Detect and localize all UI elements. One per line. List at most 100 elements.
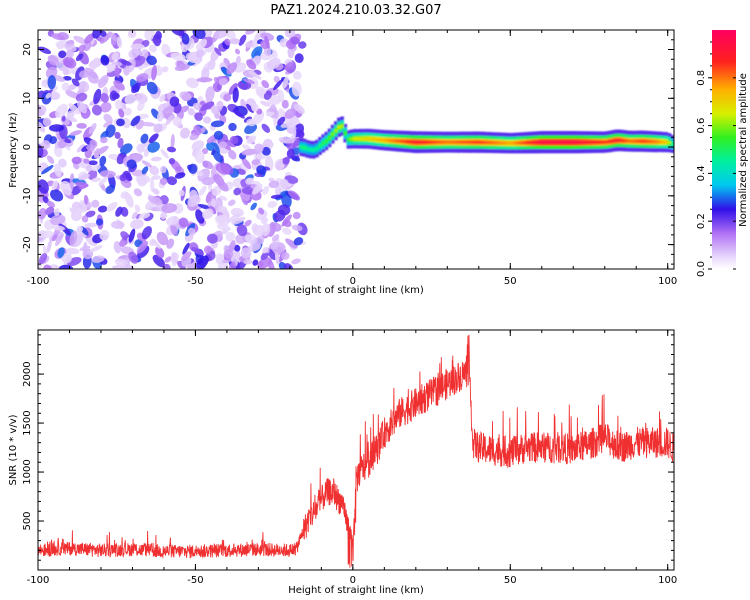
spectrogram-noise-blob [160,211,168,220]
spectrogram-ridge-core [478,140,483,144]
spectrogram-noise-blob [126,159,137,169]
spectrogram-noise-blob [187,194,201,207]
spectrogram-noise-blob [170,224,178,236]
spectrogram-noise-blob [115,206,123,217]
spectrogram-noise-blob [73,35,88,45]
spectrogram-ridge-core [664,140,669,144]
spectrogram-ridge-core [535,140,540,144]
y-tick-label: -20 [22,236,33,252]
spectrogram-noise-blob [194,112,203,121]
spectrogram-noise-blob [179,105,190,113]
spectrogram-noise-blob [192,102,203,111]
spectrogram-ridge-core [548,140,552,144]
spectrogram-noise-blob [256,165,267,175]
spectrogram-ridge-core [579,140,584,144]
spectrogram-ridge-core [444,140,448,144]
spectrogram-noise-blob [257,257,272,269]
spectrogram-noise-blob [213,30,229,39]
spectrogram-noise-blob [76,144,85,153]
spectrogram-noise-blob [138,212,151,219]
spectrogram-noise-blob [205,86,215,102]
spectrogram-noise-blob [195,49,204,58]
spectrogram-ridge-core [554,140,559,144]
spectrogram-noise-blob [118,240,126,247]
spectrogram-noise-blob [290,36,300,45]
spectrogram-noise-blob [76,225,84,233]
spectrogram-noise-blob [225,231,236,242]
spectrogram-noise-blob [215,253,224,260]
spectrogram-ridge-core [629,139,634,143]
spectrogram-ridge-core [500,141,505,145]
spectrogram-ridge-core [387,139,392,142]
spectrogram-noise-blob [111,220,125,229]
spectrogram-noise-blob [149,165,160,176]
spectrogram-ridge-core [614,139,618,142]
x-tick-label: 0 [350,575,356,586]
spectrogram-noise-blob [51,234,58,242]
spectrogram-ridge-core [352,137,357,141]
spectrogram-ridge-core [318,144,322,148]
spectrogram-noise-blob [234,48,241,55]
x-tick-label: -50 [187,575,203,586]
spectrogram-noise-blob [91,164,101,172]
spectrogram-noise-blob [134,204,141,213]
spectrogram-noise-blob [288,190,300,201]
spectrogram-noise-blob [161,203,178,214]
spectrogram-noise-blob [108,31,118,42]
spectrogram-noise-blob [227,213,241,223]
spectrogram-noise-blob [213,130,224,140]
spectrogram-noise-blob [69,173,75,190]
spectrogram-noise-blob [38,105,47,117]
spectrogram-noise-blob [45,92,52,99]
spectrogram-noise-blob [100,92,109,103]
spectrogram-noise-blob [97,205,108,213]
spectrogram-noise-blob [223,249,234,259]
spectrogram-noise-blob [245,41,254,48]
spectrogram-noise-blob [51,74,66,82]
spectrogram-noise-blob [100,102,112,113]
spectrogram-ridge-core [381,138,385,142]
spectrogram-noise-blob [42,196,49,204]
spectrogram-noise-blob [91,255,105,263]
spectrogram-ridge-core [601,140,606,144]
spectrogram-ridge-core [469,140,473,144]
spectrogram-ridge-core [337,126,341,129]
spectrogram-noise-blob [216,224,232,232]
spectrogram-noise-blob [152,188,160,195]
spectrogram-ridge-core [393,139,398,143]
x-tick-label: -100 [27,575,50,586]
spectrogram-noise-blob [250,202,257,211]
spectrogram-noise-blob [166,215,179,226]
spectrogram-noise-blob [105,184,115,194]
spectrogram-noise-blob [280,178,290,189]
spectrogram-noise-blob [230,207,244,217]
spectrogram-noise-blob [145,201,154,211]
spectrogram-ridge-core [573,140,577,144]
spectrogram-ridge-core [422,140,426,144]
spectrogram-noise-blob [146,81,158,95]
spectrogram-noise-blob [228,261,236,269]
spectrogram-noise-blob [98,176,108,187]
spectrogram-ridge-core [598,140,603,144]
spectrogram-ridge-core [611,139,615,143]
colorbar-label: Normalized spectral amplitude [738,73,749,227]
spectrogram-noise-blob [99,155,107,166]
spectrogram-noise-blob [277,89,285,103]
spectrogram-noise-blob [178,217,189,228]
spectrogram-noise-blob [251,46,263,59]
spectrogram-noise-blob [76,122,87,129]
spectrogram-noise-blob [164,256,172,263]
spectrogram-noise-blob [241,157,252,170]
spectrogram-noise-blob [188,227,196,236]
spectrogram-noise-blob [45,206,55,216]
spectrogram-noise-blob [195,39,208,51]
spectrogram-noise-blob [291,81,302,97]
spectrogram-noise-blob [228,122,237,132]
spectrogram-noise-blob [170,134,175,149]
spectrogram-noise-blob [294,53,304,63]
spectrogram-noise-blob [100,136,108,144]
spectrogram-noise-blob [78,44,86,53]
spectrogram-noise-blob [65,90,80,99]
spectrogram-noise-blob [243,258,253,265]
spectrogram-noise-blob [85,210,96,218]
